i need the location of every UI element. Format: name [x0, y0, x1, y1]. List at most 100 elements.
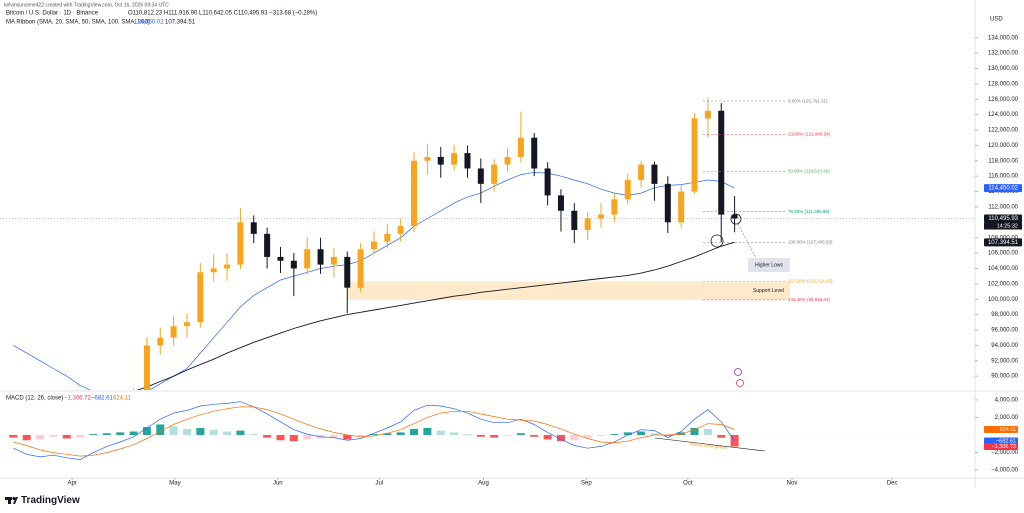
x-tick-label: Aug	[478, 481, 489, 487]
event-icon	[736, 379, 744, 387]
y-tick-label: 4,000.00	[995, 397, 1019, 403]
signal-line	[13, 406, 735, 457]
histogram-bar	[182, 428, 191, 435]
x-tick-label: Dec	[887, 481, 898, 487]
ohlc: O110,812.23 H111,916.90 L110,642.05 C110…	[128, 11, 317, 17]
candle-body	[584, 218, 591, 230]
symbol: Bitcoin / U.S. Dollar · 1D · Binance	[6, 11, 99, 17]
histogram-bar	[410, 428, 419, 435]
candle-body	[210, 268, 217, 273]
macd-value: −682.61	[91, 396, 114, 402]
zone-label: Support Level	[753, 288, 784, 294]
fib-label: 50.00% (116,623.45)	[788, 169, 830, 174]
histogram-bar	[49, 435, 58, 437]
event-icon	[734, 368, 742, 376]
histogram-bar	[116, 432, 125, 435]
candle-body	[571, 210, 578, 230]
x-tick-label: Oct	[683, 481, 693, 487]
histogram-bar	[677, 432, 686, 435]
histogram-bar	[717, 435, 726, 438]
y-tick-label: 118,000.00	[988, 158, 1018, 164]
histogram-bar	[556, 435, 565, 442]
histogram-bar	[383, 433, 392, 435]
y-tick-label: 96,000.00	[991, 328, 1018, 334]
fib-label: 0.00% (125,761.31)	[788, 98, 828, 103]
ma-price-tag-bg	[984, 238, 1022, 247]
histogram-bar	[703, 428, 712, 435]
candle-body	[10, 438, 16, 446]
candle-body	[157, 337, 164, 346]
histogram-bar	[503, 435, 512, 436]
y-tick-label: −4,000.00	[991, 468, 1019, 474]
candle-body	[50, 430, 56, 434]
y-tick-label: 112,000.00	[988, 205, 1018, 211]
histogram-bar	[623, 432, 632, 435]
y-tick-label: 2,000.00	[995, 415, 1019, 421]
y-tick-label: 126,000.00	[988, 97, 1019, 103]
ma-price-tag-bg	[984, 184, 1022, 193]
support-zone	[347, 281, 790, 300]
candle-body	[504, 156, 511, 165]
candle-body	[90, 426, 96, 464]
fib-label: 141.40% (99,916.44)	[788, 297, 831, 302]
y-tick-label: 128,000.00	[988, 81, 1019, 87]
histogram-bar	[329, 435, 338, 438]
y-tick-label: 130,000.00	[988, 66, 1019, 72]
histogram-bar	[543, 435, 552, 440]
x-tick-label: Jun	[273, 481, 283, 487]
y-tick-label: 104,000.00	[988, 266, 1019, 272]
callout-box	[748, 258, 790, 272]
histogram-bar	[610, 434, 619, 435]
histogram-bar	[36, 435, 45, 440]
histogram-bar	[22, 435, 31, 441]
y-tick-label: 116,000.00	[988, 174, 1018, 180]
price-pane	[0, 97, 975, 465]
candle-body	[397, 226, 404, 234]
candle-body	[224, 264, 231, 269]
logo	[5, 496, 18, 504]
macd-tag-bg	[984, 442, 1018, 450]
marker-circle	[730, 213, 742, 225]
candle-body	[77, 461, 83, 465]
indicator-legend: MA Ribbon (SMA, 20, SMA, 50, SMA, 100, S…	[6, 20, 150, 26]
candle-body	[477, 168, 484, 184]
fib-label: 127.20% (102,314.93)	[788, 279, 833, 284]
candle-body	[664, 183, 671, 223]
candle-body	[131, 395, 137, 414]
candle-body	[170, 326, 177, 338]
histogram-bar	[9, 435, 18, 438]
indicator-value: 114,450.02	[134, 20, 164, 26]
candle-body	[704, 110, 711, 119]
histogram-bar	[343, 435, 352, 440]
macd-value: 624.11	[113, 396, 132, 402]
histogram-bar	[583, 435, 592, 438]
histogram-bar	[209, 429, 218, 435]
histogram-bar	[142, 427, 151, 435]
macd-tag-bg	[984, 437, 1018, 445]
candle-body	[411, 160, 418, 227]
candle-body	[370, 241, 377, 250]
candle-body	[517, 137, 524, 157]
candle-body	[344, 256, 351, 288]
y-tick-label: 122,000.00	[988, 128, 1019, 134]
candle-body	[183, 322, 190, 327]
last-price-tag: 110,495.93	[988, 216, 1018, 222]
brand: TradingView	[21, 495, 80, 506]
histogram-bar	[276, 435, 285, 441]
macd-value: −1,306.72	[64, 396, 92, 402]
histogram-bar	[89, 434, 98, 435]
candle-body	[531, 137, 538, 169]
x-tick-label: Nov	[787, 481, 798, 487]
candle-body	[384, 233, 391, 242]
y-tick-label: 106,000.00	[988, 251, 1019, 257]
histogram-bar	[516, 433, 525, 435]
ma-line	[136, 241, 735, 390]
y-tick-label: 134,000.00	[988, 35, 1019, 41]
histogram-bar	[196, 427, 205, 435]
histogram-bar	[423, 427, 432, 435]
histogram-bar	[530, 435, 539, 437]
macd-tag: −682.61	[996, 438, 1016, 444]
x-tick-label: Sep	[581, 481, 592, 487]
y-tick-label: 124,000.00	[988, 112, 1019, 118]
